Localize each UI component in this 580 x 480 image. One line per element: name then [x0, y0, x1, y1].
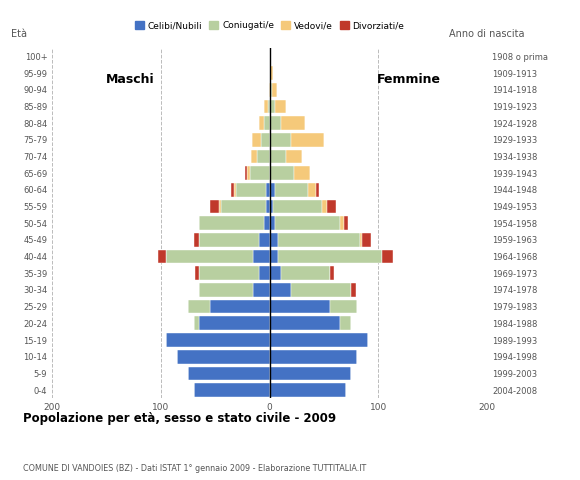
Bar	[177, 350, 270, 363]
Bar	[362, 233, 371, 247]
Bar	[329, 266, 334, 280]
Bar	[291, 133, 324, 146]
Bar	[291, 283, 351, 297]
Bar	[219, 200, 221, 213]
Bar	[273, 200, 322, 213]
Bar	[199, 316, 270, 330]
Bar	[270, 367, 351, 380]
Bar	[270, 350, 357, 363]
Bar	[210, 300, 270, 313]
Bar	[264, 116, 270, 130]
Bar	[270, 300, 329, 313]
Text: Maschi: Maschi	[106, 72, 155, 85]
Bar	[269, 83, 270, 96]
Bar	[221, 200, 266, 213]
Bar	[343, 216, 348, 230]
Bar	[340, 216, 343, 230]
Bar	[195, 266, 199, 280]
Bar	[278, 250, 382, 264]
Bar	[259, 266, 270, 280]
Bar	[270, 316, 340, 330]
Bar	[245, 166, 247, 180]
Legend: Celibi/Nubili, Coniugati/e, Vedovi/e, Divorziati/e: Celibi/Nubili, Coniugati/e, Vedovi/e, Di…	[131, 17, 408, 34]
Bar	[382, 250, 393, 264]
Bar	[270, 200, 273, 213]
Bar	[270, 283, 291, 297]
Bar	[293, 166, 310, 180]
Text: COMUNE DI VANDOIES (BZ) - Dati ISTAT 1° gennaio 2009 - Elaborazione TUTTITALIA.I: COMUNE DI VANDOIES (BZ) - Dati ISTAT 1° …	[23, 464, 367, 473]
Bar	[272, 83, 277, 96]
Bar	[236, 183, 266, 197]
Text: Anno di nascita: Anno di nascita	[449, 29, 524, 39]
Bar	[286, 150, 302, 163]
Bar	[194, 233, 199, 247]
Text: Femmine: Femmine	[377, 72, 441, 85]
Bar	[247, 166, 250, 180]
Bar	[199, 283, 253, 297]
Bar	[231, 183, 234, 197]
Bar	[264, 99, 267, 113]
Bar	[194, 383, 270, 397]
Bar	[267, 99, 270, 113]
Bar	[270, 333, 368, 347]
Bar	[194, 316, 199, 330]
Bar	[351, 283, 356, 297]
Bar	[270, 183, 275, 197]
Bar	[256, 150, 270, 163]
Bar	[199, 266, 259, 280]
Bar	[270, 83, 272, 96]
Bar	[259, 116, 264, 130]
Bar	[270, 383, 346, 397]
Bar	[266, 200, 270, 213]
Bar	[278, 233, 360, 247]
Bar	[360, 233, 362, 247]
Bar	[308, 183, 317, 197]
Bar	[199, 216, 264, 230]
Bar	[188, 300, 210, 313]
Bar	[275, 216, 340, 230]
Bar	[281, 266, 329, 280]
Bar	[210, 200, 219, 213]
Bar	[266, 183, 270, 197]
Bar	[270, 116, 281, 130]
Bar	[270, 250, 278, 264]
Bar	[270, 166, 293, 180]
Bar	[340, 316, 351, 330]
Bar	[270, 150, 286, 163]
Bar	[251, 150, 256, 163]
Bar	[253, 283, 270, 297]
Bar	[188, 367, 270, 380]
Bar	[250, 166, 270, 180]
Bar	[327, 200, 336, 213]
Bar	[270, 133, 291, 146]
Bar	[270, 266, 281, 280]
Bar	[270, 66, 273, 80]
Bar	[329, 300, 357, 313]
Bar	[166, 333, 270, 347]
Bar	[199, 233, 259, 247]
Bar	[166, 250, 253, 264]
Bar	[275, 99, 286, 113]
Bar	[253, 250, 270, 264]
Bar	[275, 183, 308, 197]
Text: Età: Età	[11, 29, 27, 39]
Text: Popolazione per età, sesso e stato civile - 2009: Popolazione per età, sesso e stato civil…	[23, 412, 336, 425]
Bar	[234, 183, 236, 197]
Bar	[259, 233, 270, 247]
Bar	[281, 116, 304, 130]
Bar	[270, 216, 275, 230]
Bar	[261, 133, 270, 146]
Bar	[264, 216, 270, 230]
Bar	[270, 99, 275, 113]
Bar	[322, 200, 327, 213]
Bar	[317, 183, 318, 197]
Bar	[270, 233, 278, 247]
Bar	[158, 250, 166, 264]
Bar	[252, 133, 261, 146]
